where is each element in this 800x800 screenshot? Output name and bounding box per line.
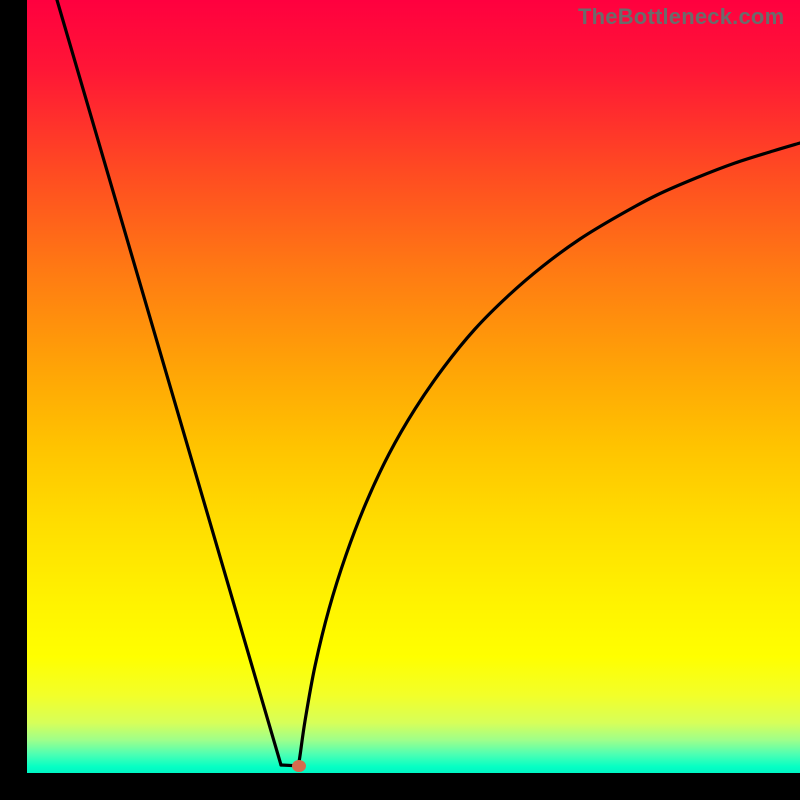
marker-dot <box>292 760 306 772</box>
chart-container: TheBottleneck.com <box>0 0 800 800</box>
curve-left-branch <box>57 0 281 765</box>
watermark-text: TheBottleneck.com <box>578 4 784 30</box>
curve-right-branch <box>298 143 800 766</box>
plot-area <box>27 0 800 773</box>
bottleneck-curve <box>27 0 800 773</box>
